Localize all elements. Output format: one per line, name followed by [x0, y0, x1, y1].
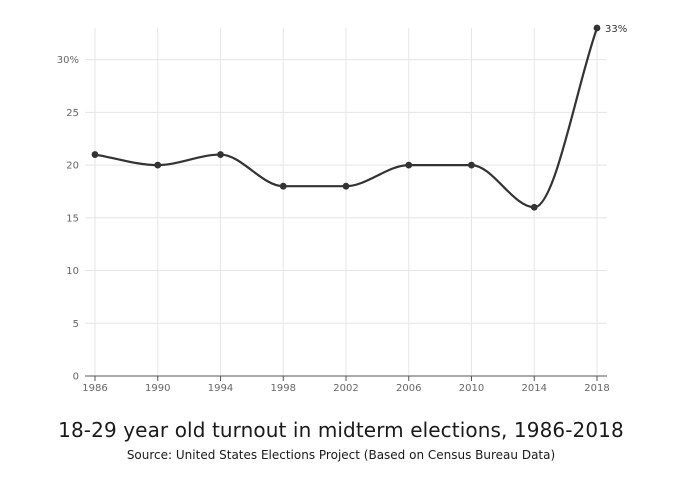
data-point [342, 182, 350, 190]
data-label: 33% [605, 24, 627, 35]
y-tick-label: 30% [57, 55, 79, 66]
x-tick-label: 2010 [459, 383, 484, 394]
x-tick-label: 1994 [208, 383, 233, 394]
x-tick-label: 2006 [396, 383, 421, 394]
data-point [530, 203, 538, 211]
y-tick-label: 20 [66, 161, 79, 172]
data-point [279, 182, 287, 190]
line-chart: 0 5 10 15 20 25 30% 1986 1990 1994 1998 2002 2006 201… [57, 24, 627, 394]
x-tick-label: 1998 [271, 383, 296, 394]
x-tick-label: 2018 [584, 383, 609, 394]
data-point [405, 161, 413, 169]
axes [85, 375, 607, 381]
tick-labels: 0 5 10 15 20 25 30% 1986 1990 1994 1998 2002 2006 201… [57, 55, 610, 394]
y-tick-label: 5 [73, 319, 79, 330]
data-point [593, 24, 601, 32]
chart-title: 18-29 year old turnout in midterm electi… [58, 418, 624, 442]
x-tick-label: 2002 [333, 383, 358, 394]
x-tick-label: 1986 [82, 383, 107, 394]
data-point [468, 161, 475, 169]
data-point [154, 161, 162, 169]
y-tick-label: 10 [66, 266, 79, 277]
y-tick-label: 25 [66, 108, 79, 119]
data-points [91, 24, 601, 211]
grid [85, 28, 607, 376]
data-point [91, 151, 99, 158]
chart-subtitle: Source: United States Elections Project … [126, 448, 556, 462]
y-tick-label: 0 [73, 372, 79, 383]
data-point [217, 151, 224, 158]
x-tick-label: 2014 [522, 383, 547, 394]
x-tick-label: 1990 [145, 383, 170, 394]
data-labels: 33% [605, 24, 627, 35]
y-tick-label: 15 [66, 213, 79, 224]
